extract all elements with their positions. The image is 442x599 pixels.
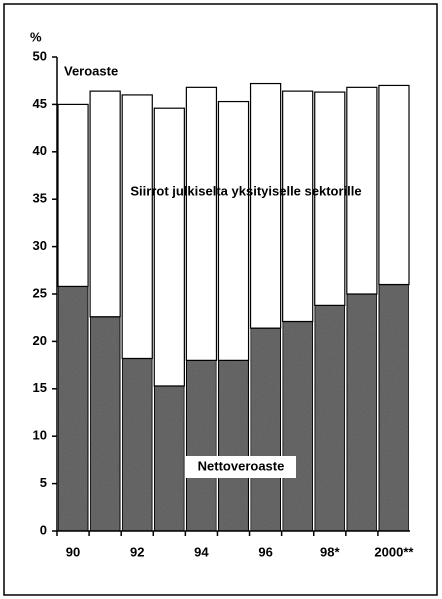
y-tick-label: 0	[40, 522, 47, 537]
bar-segment	[282, 320, 314, 532]
bar-segment	[185, 86, 218, 361]
y-tick-label: 5	[40, 475, 47, 490]
bar-segment	[89, 316, 121, 532]
frame	[3, 3, 438, 596]
bar-segment	[121, 357, 153, 532]
bar-segment	[249, 327, 282, 532]
x-tick-label: 96	[258, 544, 272, 559]
y-tick-label: 35	[33, 191, 47, 206]
y-axis-label: %	[30, 29, 42, 44]
bar-segment	[346, 86, 378, 295]
bar-segment	[89, 90, 121, 318]
bar-segment	[314, 304, 346, 532]
bar-segment	[378, 84, 410, 286]
x-tick-label: 98*	[320, 544, 340, 559]
bar-segment	[121, 94, 153, 360]
y-tick-label: 40	[33, 143, 47, 158]
bar-segment	[153, 385, 185, 532]
bar-segment	[153, 107, 185, 387]
annotation: Veroaste	[64, 63, 118, 78]
series-label: Nettoveroaste	[198, 458, 285, 473]
bar-segment	[57, 285, 89, 532]
bar-segment	[217, 359, 250, 532]
bar-segment	[346, 293, 378, 532]
y-tick-label: 20	[33, 333, 47, 348]
bar-segment	[57, 103, 89, 288]
bar-segment	[217, 100, 250, 361]
y-tick-label: 10	[33, 428, 47, 443]
x-tick-label: 94	[194, 544, 209, 559]
y-tick-label: 25	[33, 285, 47, 300]
y-tick-label: 50	[33, 48, 47, 63]
label-box	[186, 456, 296, 478]
x-tick-label: 90	[66, 544, 80, 559]
x-tick-label: 92	[130, 544, 144, 559]
bar-segment	[378, 283, 410, 532]
bar-segment	[282, 90, 314, 323]
bar-segment	[314, 91, 346, 306]
series-label: Siirrot julkiselta yksityiselle sektoril…	[130, 183, 361, 198]
bar-segment	[185, 359, 218, 532]
bar-segment	[249, 82, 282, 329]
y-tick-label: 30	[33, 238, 47, 253]
y-tick-label: 45	[33, 96, 47, 111]
y-tick-label: 15	[33, 380, 47, 395]
x-tick-label: 2000**	[374, 544, 414, 559]
